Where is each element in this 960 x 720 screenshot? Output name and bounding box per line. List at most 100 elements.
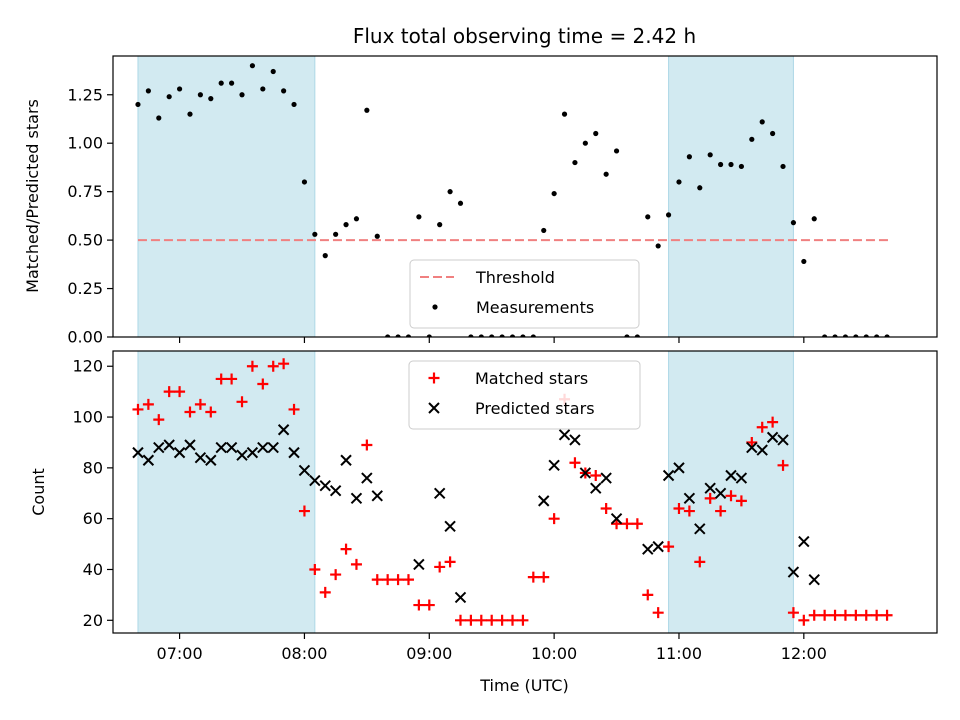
data-point bbox=[184, 406, 196, 418]
data-point bbox=[489, 334, 495, 337]
data-point bbox=[634, 334, 640, 337]
data-point bbox=[333, 231, 339, 237]
data-point bbox=[205, 454, 217, 466]
data-point bbox=[520, 334, 526, 337]
data-point bbox=[166, 94, 172, 100]
data-point bbox=[277, 424, 290, 436]
data-point bbox=[767, 416, 779, 428]
data-point bbox=[860, 609, 872, 621]
data-point bbox=[423, 599, 435, 611]
data-point bbox=[548, 513, 560, 525]
data-point bbox=[704, 492, 716, 504]
axes-frame bbox=[112, 350, 938, 634]
data-point bbox=[777, 459, 789, 471]
x-tick-label: 08:00 bbox=[281, 644, 327, 663]
data-point bbox=[808, 609, 820, 621]
data-point bbox=[433, 487, 446, 499]
data-point bbox=[416, 214, 422, 220]
legend-box bbox=[409, 259, 640, 329]
data-point bbox=[694, 556, 706, 568]
data-point bbox=[811, 216, 817, 222]
data-point bbox=[454, 614, 466, 626]
data-point bbox=[319, 586, 331, 598]
data-point bbox=[475, 614, 487, 626]
top-y-axis-label: Matched/Predicted stars bbox=[23, 99, 42, 293]
y-tick-label: 100 bbox=[72, 408, 103, 427]
series-measurements bbox=[135, 63, 890, 337]
data-point bbox=[642, 589, 654, 601]
data-point bbox=[746, 436, 758, 448]
legend-label: Threshold bbox=[475, 268, 555, 287]
data-point bbox=[600, 503, 612, 515]
data-point bbox=[871, 609, 883, 621]
data-point bbox=[777, 434, 789, 446]
data-point bbox=[267, 360, 279, 372]
legend: Matched stars Predicted stars bbox=[408, 360, 641, 430]
data-point bbox=[842, 334, 849, 337]
data-point bbox=[756, 444, 768, 456]
data-point bbox=[270, 68, 276, 75]
data-point bbox=[340, 454, 352, 466]
data-point bbox=[218, 80, 224, 86]
data-point bbox=[312, 231, 318, 237]
data-point bbox=[257, 378, 269, 390]
data-point bbox=[538, 571, 550, 583]
data-point bbox=[402, 574, 414, 586]
y-tick-label: 40 bbox=[83, 560, 103, 579]
data-point bbox=[465, 614, 477, 626]
legend-predicted-marker bbox=[428, 402, 440, 414]
data-point bbox=[257, 441, 269, 454]
data-point bbox=[236, 449, 248, 461]
data-point bbox=[582, 140, 588, 146]
data-point bbox=[288, 446, 300, 459]
data-point bbox=[829, 609, 841, 621]
data-point bbox=[187, 111, 193, 117]
data-point bbox=[593, 130, 599, 137]
data-point bbox=[527, 571, 539, 583]
data-point bbox=[548, 459, 560, 472]
data-point bbox=[715, 505, 727, 517]
data-point bbox=[486, 614, 498, 626]
data-point bbox=[444, 556, 456, 568]
data-point bbox=[853, 334, 859, 337]
data-point bbox=[735, 495, 747, 507]
data-point bbox=[426, 334, 432, 337]
data-point bbox=[572, 159, 578, 166]
data-point bbox=[621, 518, 633, 530]
data-point bbox=[343, 222, 349, 228]
data-point bbox=[624, 334, 630, 337]
data-point bbox=[374, 233, 380, 239]
data-point bbox=[371, 490, 383, 502]
x-tick-label: 12:00 bbox=[781, 644, 827, 663]
data-point bbox=[145, 88, 151, 94]
data-point bbox=[725, 490, 737, 502]
legend-measurements-marker bbox=[432, 304, 438, 310]
y-tick-label: 1.00 bbox=[67, 134, 103, 153]
series-matched-stars bbox=[132, 358, 893, 626]
data-point bbox=[652, 607, 664, 619]
shaded-interval-1 bbox=[668, 55, 794, 338]
y-tick-label: 0.50 bbox=[67, 231, 103, 250]
plot-area bbox=[135, 63, 892, 337]
data-point bbox=[642, 543, 654, 555]
data-point bbox=[309, 474, 321, 487]
y-tick-label: 0.25 bbox=[67, 279, 103, 298]
data-point bbox=[225, 441, 238, 454]
y-tick-label: 0.75 bbox=[67, 182, 103, 201]
data-point bbox=[246, 446, 259, 459]
data-point bbox=[683, 492, 696, 505]
shaded-interval-0 bbox=[137, 350, 316, 634]
data-point bbox=[850, 609, 862, 621]
data-point bbox=[579, 467, 592, 479]
data-point bbox=[142, 398, 154, 410]
data-point bbox=[454, 591, 467, 604]
data-point bbox=[673, 462, 685, 474]
data-point bbox=[590, 482, 602, 494]
axes-frame bbox=[112, 55, 938, 338]
data-point bbox=[226, 373, 238, 385]
data-point bbox=[738, 163, 745, 170]
data-point bbox=[676, 179, 682, 185]
data-point bbox=[683, 505, 695, 517]
data-point bbox=[881, 609, 893, 621]
data-point bbox=[153, 414, 165, 426]
